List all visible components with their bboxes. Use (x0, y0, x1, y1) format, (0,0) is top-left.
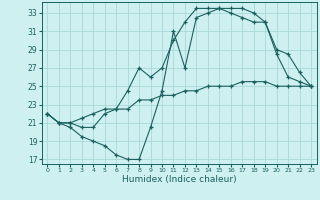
X-axis label: Humidex (Indice chaleur): Humidex (Indice chaleur) (122, 175, 236, 184)
